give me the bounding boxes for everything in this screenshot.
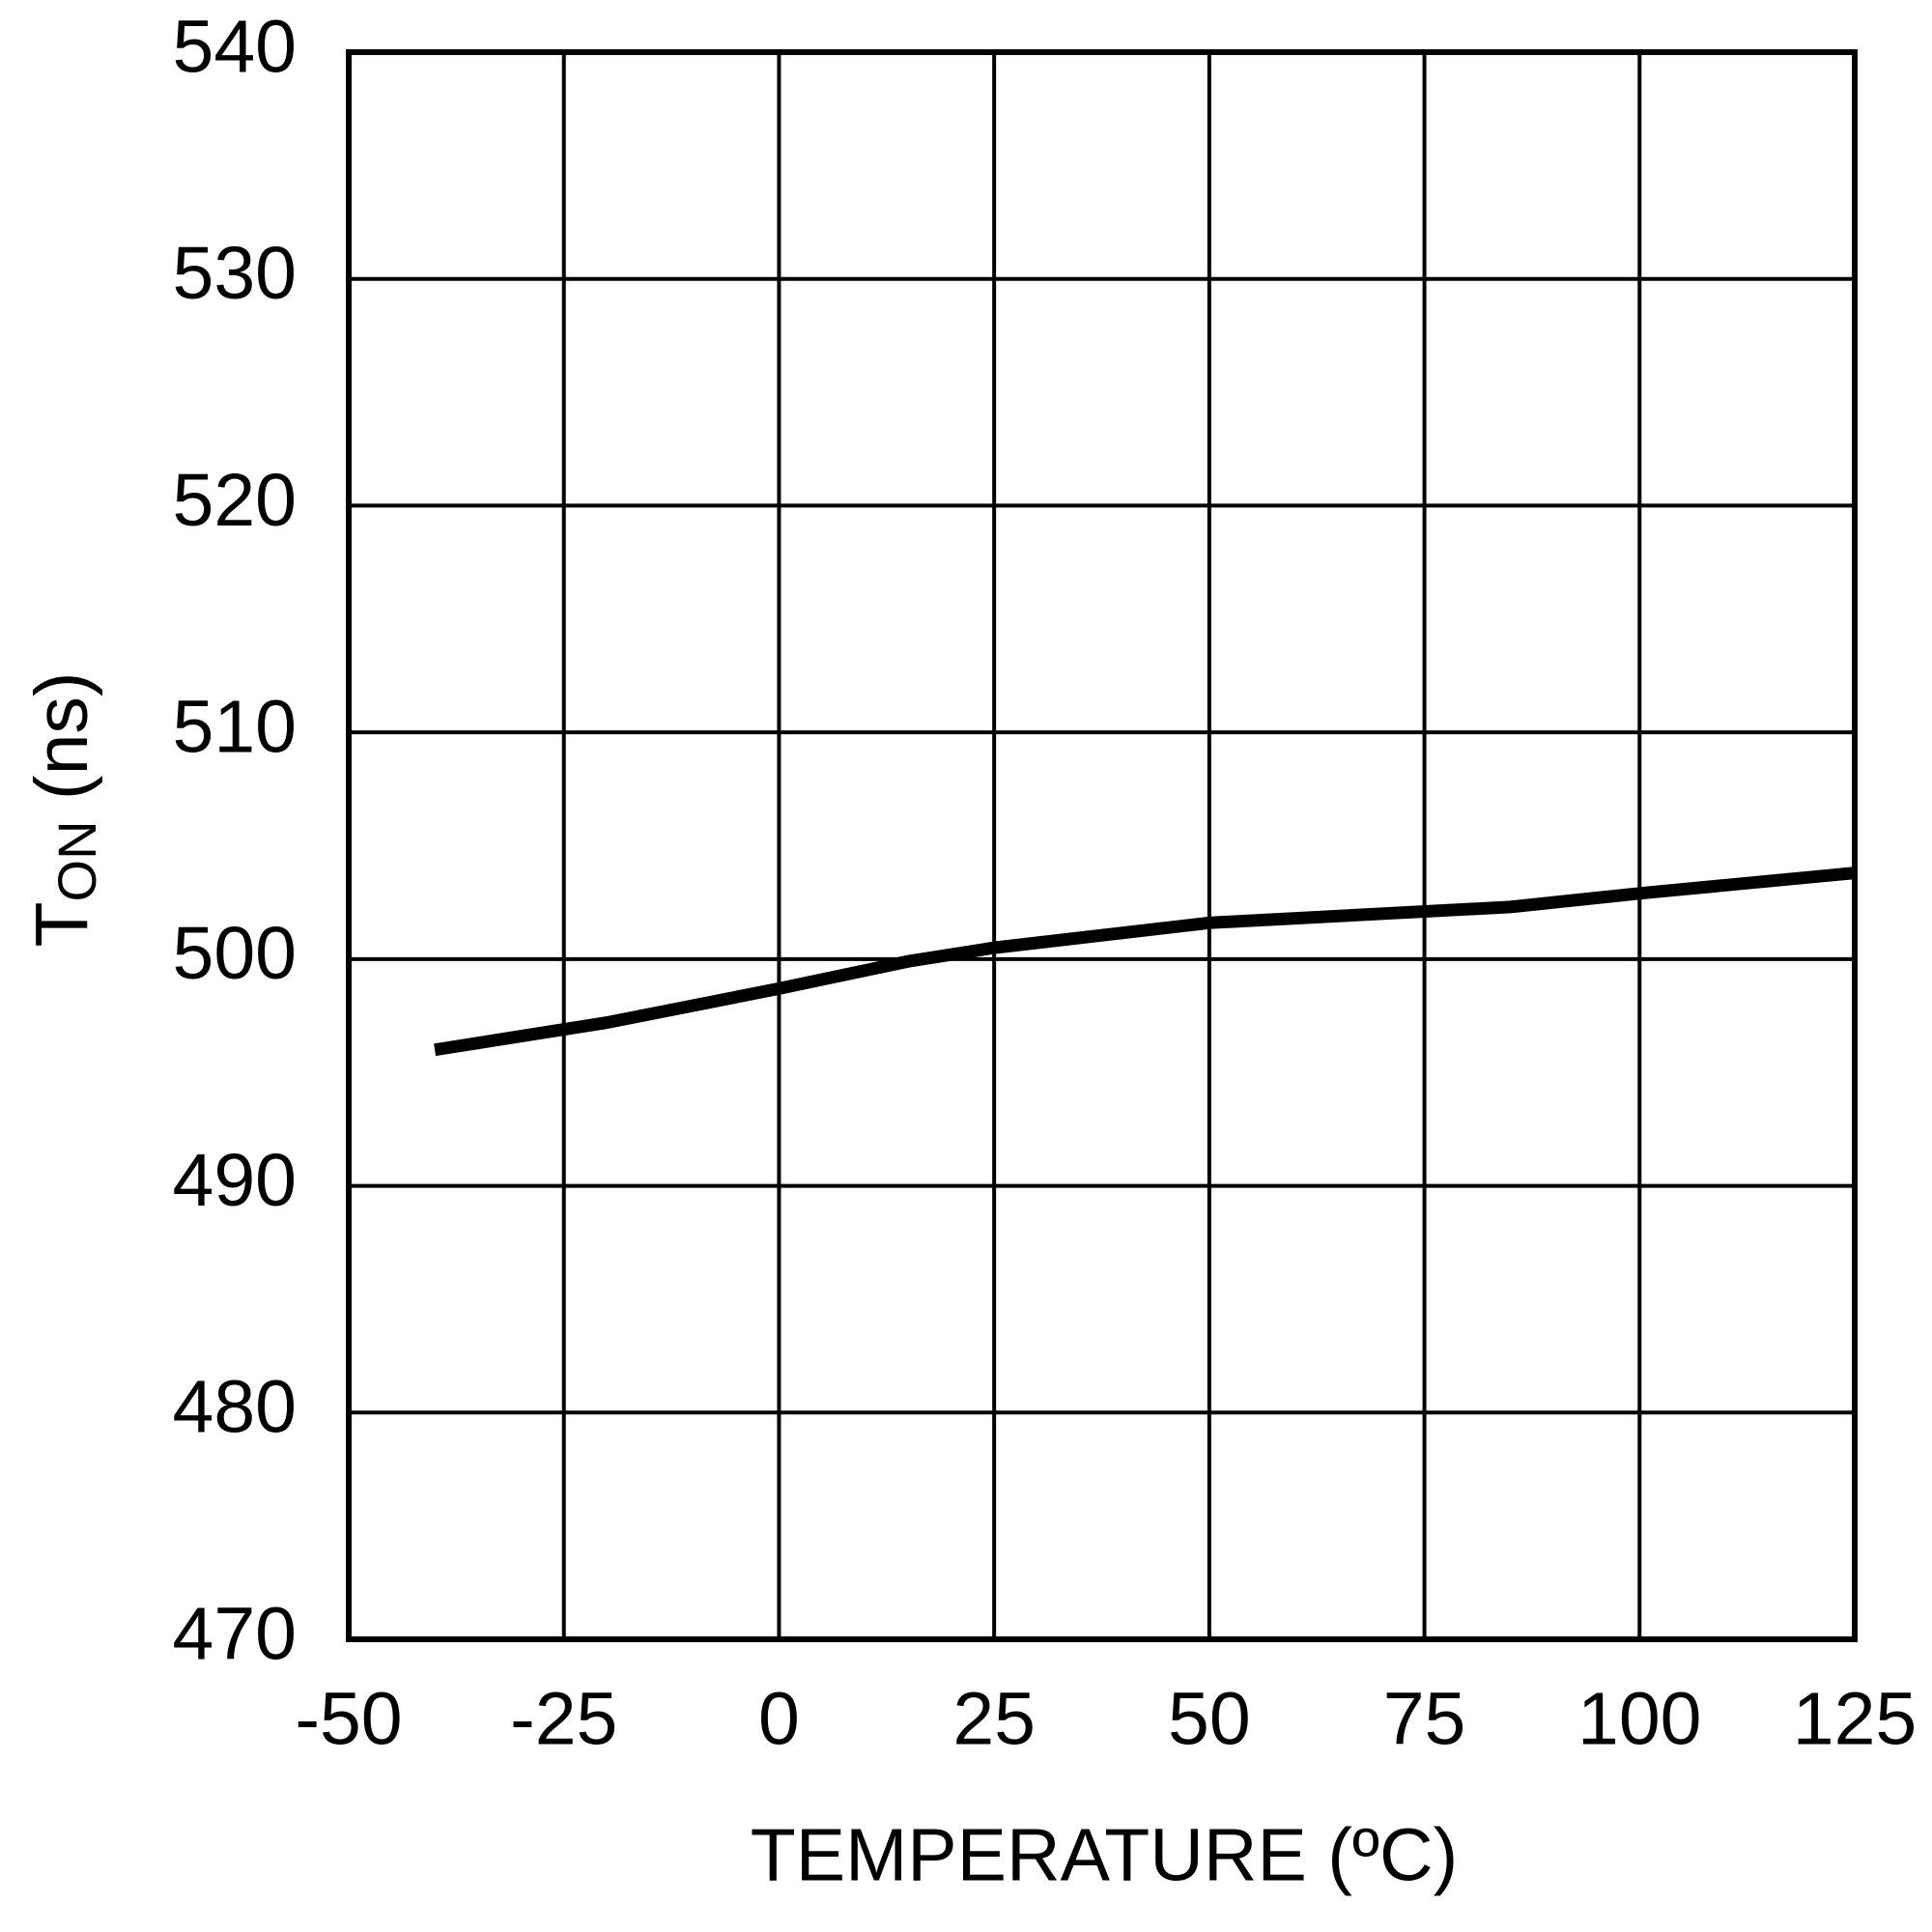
y-tick-label: 540 — [173, 5, 297, 88]
y-axis-label: TON (ns) — [20, 671, 106, 947]
plot-frame — [346, 49, 1858, 1642]
x-tick-label: -25 — [510, 1677, 617, 1760]
y-tick-label: 520 — [173, 459, 297, 542]
x-tick-label: -50 — [295, 1677, 402, 1760]
y-tick-label: 510 — [173, 685, 297, 768]
y-label-unit: (ns) — [20, 671, 103, 800]
x-tick-label: 0 — [758, 1677, 800, 1760]
x-axis-label: TEMPERATURE (ºC) — [751, 1813, 1459, 1896]
x-tick-label: 100 — [1577, 1677, 1701, 1760]
y-tick-label: 470 — [173, 1592, 297, 1675]
y-tick-label: 480 — [173, 1366, 297, 1449]
y-label-space — [20, 800, 103, 820]
x-tick-label: 125 — [1793, 1677, 1917, 1760]
y-tick-label: 530 — [173, 232, 297, 315]
x-tick-label: 25 — [952, 1677, 1036, 1760]
data-line — [434, 867, 1856, 1057]
y-label-subscript: ON — [46, 820, 107, 901]
y-label-symbol: T — [20, 901, 103, 947]
x-tick-label: 75 — [1383, 1677, 1466, 1760]
y-tick-label: 490 — [173, 1139, 297, 1222]
x-tick-label: 50 — [1168, 1677, 1251, 1760]
y-tick-label: 500 — [173, 912, 297, 995]
